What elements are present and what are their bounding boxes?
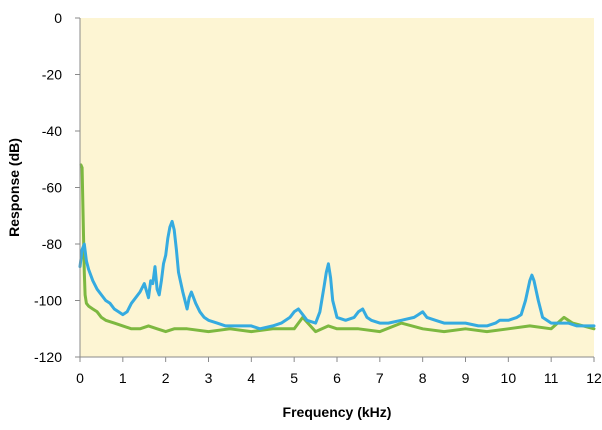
x-tick-label: 0 bbox=[76, 370, 84, 386]
x-tick-label: 1 bbox=[119, 370, 127, 386]
x-tick-label: 5 bbox=[290, 370, 298, 386]
x-tick-label: 2 bbox=[162, 370, 170, 386]
series-line-1 bbox=[79, 163, 596, 334]
y-tick-label: -40 bbox=[42, 123, 62, 139]
plot-area bbox=[80, 18, 594, 357]
y-tick-label: -20 bbox=[42, 67, 62, 83]
x-tick-label: 7 bbox=[376, 370, 384, 386]
x-tick-label: 10 bbox=[501, 370, 517, 386]
x-tick-label: 6 bbox=[333, 370, 341, 386]
series-layer bbox=[78, 163, 596, 334]
series-line-2 bbox=[78, 219, 596, 331]
x-tick-label: 8 bbox=[419, 370, 427, 386]
y-tick-label: -60 bbox=[42, 180, 62, 196]
x-axis-title: Frequency (kHz) bbox=[283, 404, 392, 420]
y-tick-label: -120 bbox=[34, 349, 62, 365]
x-tick-label: 3 bbox=[205, 370, 213, 386]
x-tick-label: 9 bbox=[462, 370, 470, 386]
y-axis-ticks: 0 -20 -40 -60 -80 -100 -120 bbox=[34, 10, 80, 365]
y-tick-label: -80 bbox=[42, 236, 62, 252]
y-tick-label: -100 bbox=[34, 293, 62, 309]
y-axis-title: Response (dB) bbox=[6, 138, 22, 237]
x-tick-label: 12 bbox=[586, 370, 602, 386]
x-tick-label: 4 bbox=[247, 370, 255, 386]
x-axis-ticks: 0 1 2 3 4 5 6 7 8 9 10 11 12 bbox=[76, 357, 602, 386]
x-tick-label: 11 bbox=[544, 370, 559, 386]
y-tick-label: 0 bbox=[54, 10, 62, 26]
